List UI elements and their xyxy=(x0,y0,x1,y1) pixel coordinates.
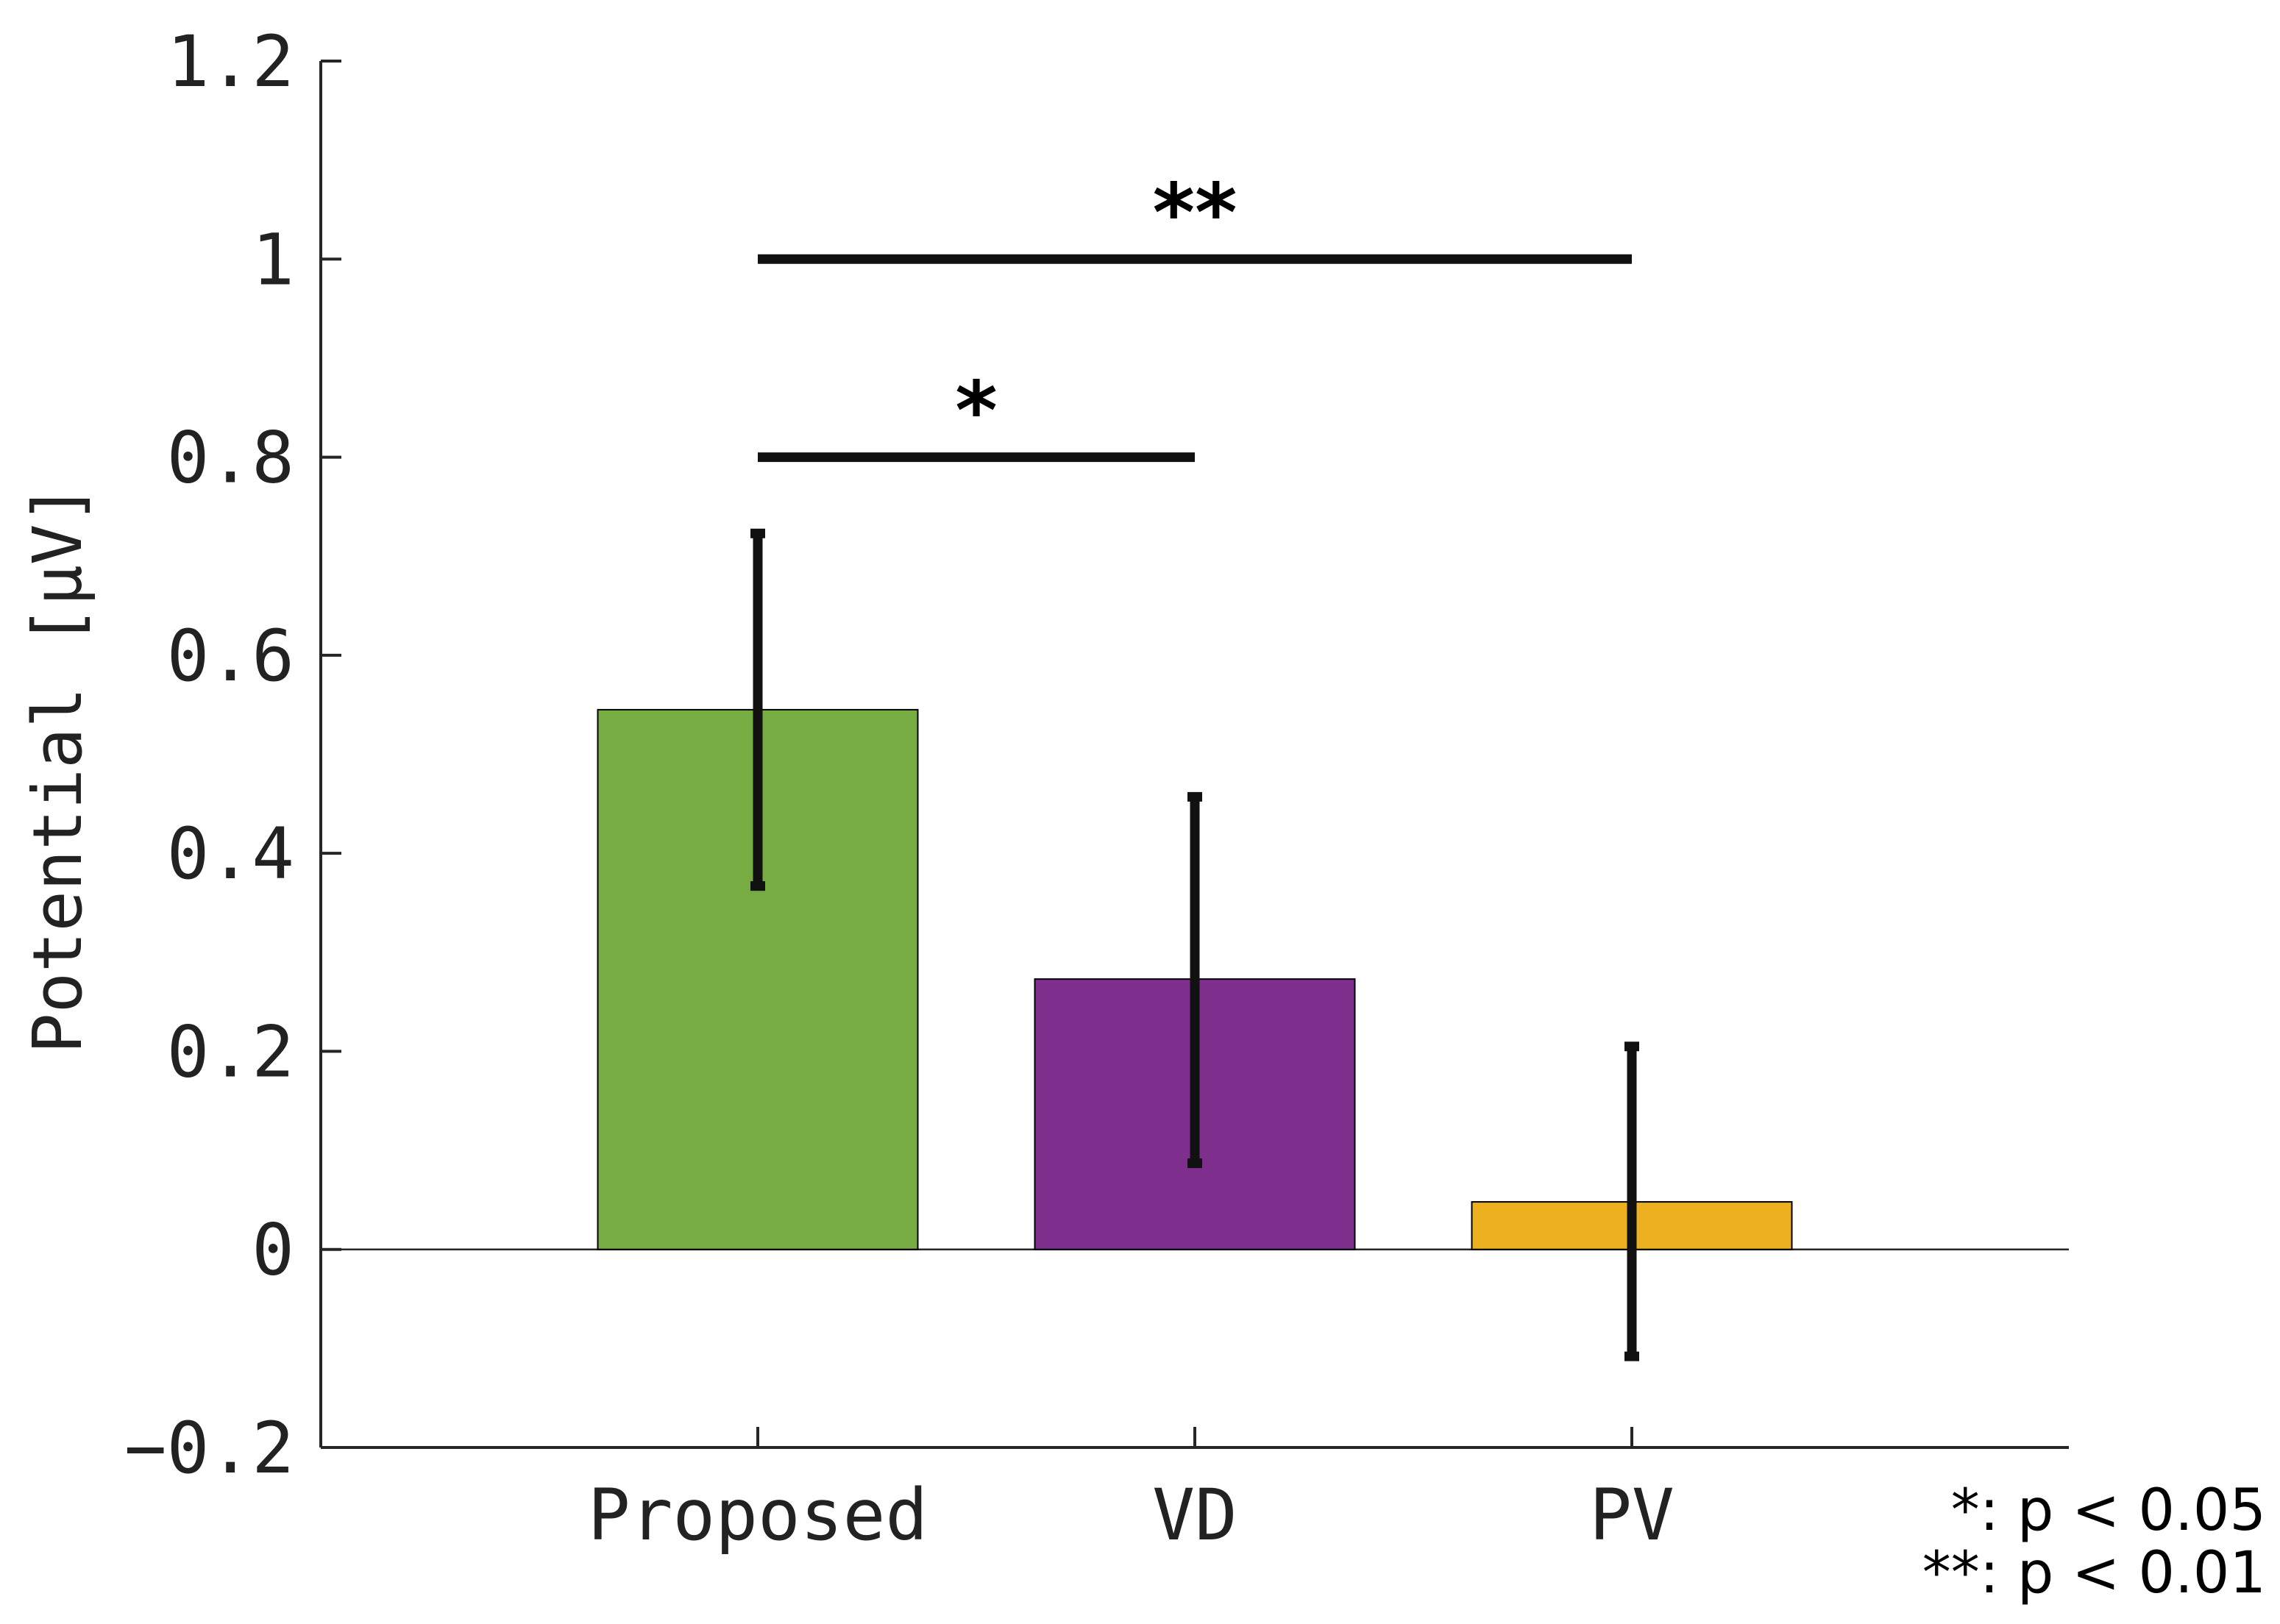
error-bars xyxy=(750,528,1639,1361)
significance-marker: ** xyxy=(1152,165,1237,260)
y-axis-label: Potential [μV] xyxy=(18,483,97,1053)
y-tick-label: 1 xyxy=(252,218,294,301)
x-tick-label: Proposed xyxy=(588,1474,928,1556)
y-tick-label: 0.2 xyxy=(167,1011,294,1093)
legend-note: *: p < 0.05 xyxy=(1951,1478,2266,1544)
axes: −0.2 0 0.2 0.4 0.6 0.8 1 1.2 Proposed VD PV xyxy=(124,21,2069,1556)
x-tick-label: VD xyxy=(1152,1474,1237,1556)
y-tick-label: 0 xyxy=(252,1209,294,1292)
significance-annotations: *** xyxy=(758,165,1632,463)
legend-note: **: p < 0.01 xyxy=(1922,1540,2266,1606)
y-tick-label: 0.8 xyxy=(167,417,294,499)
significance-marker: * xyxy=(955,364,998,458)
axis-labels: Potential [μV] xyxy=(18,483,97,1053)
y-tick-label: −0.2 xyxy=(124,1407,294,1489)
significance-legend: *: p < 0.05**: p < 0.01 xyxy=(1922,1478,2266,1606)
y-tick-label: 0.4 xyxy=(167,813,294,895)
x-tick-label: PV xyxy=(1589,1474,1675,1556)
y-tick-label: 1.2 xyxy=(167,21,294,103)
y-tick-label: 0.6 xyxy=(167,615,294,697)
